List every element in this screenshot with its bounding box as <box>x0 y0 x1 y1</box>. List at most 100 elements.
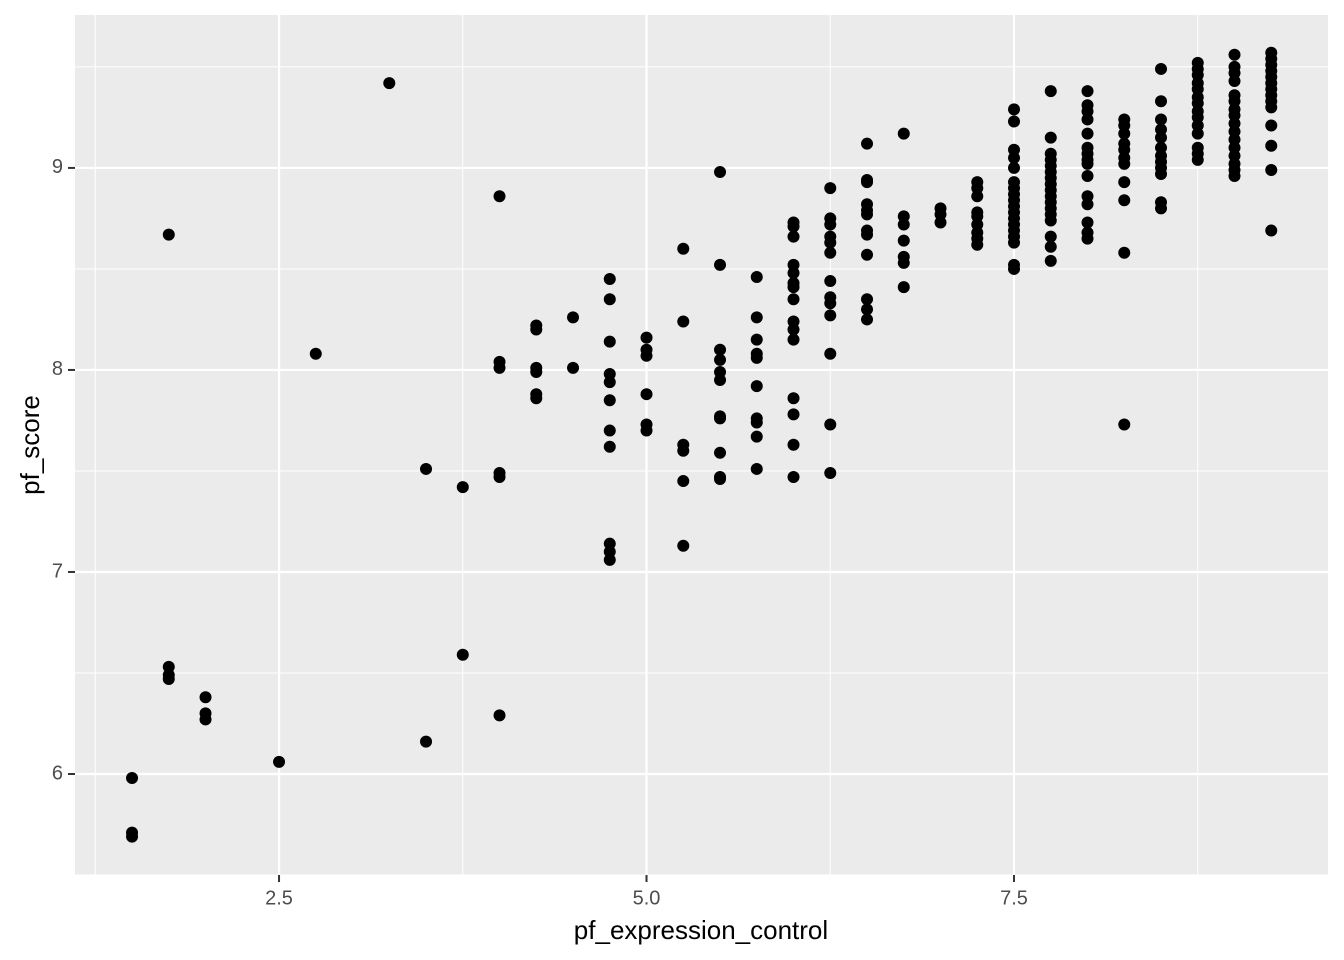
point <box>1228 170 1241 183</box>
point <box>1044 214 1057 227</box>
point <box>824 418 837 431</box>
point <box>1081 113 1094 126</box>
point <box>787 333 800 346</box>
point <box>750 380 763 393</box>
point <box>1155 202 1168 215</box>
point <box>1044 85 1057 98</box>
point <box>714 374 727 387</box>
point <box>1155 167 1168 180</box>
point <box>273 755 286 768</box>
point <box>861 137 874 150</box>
point <box>824 236 837 249</box>
point <box>1228 75 1241 88</box>
point <box>1118 176 1131 189</box>
point <box>530 323 543 336</box>
point <box>1081 85 1094 98</box>
point <box>603 553 616 566</box>
point <box>1008 151 1021 164</box>
point <box>861 176 874 189</box>
point <box>162 673 175 686</box>
point <box>750 271 763 284</box>
point <box>750 333 763 346</box>
point <box>787 392 800 405</box>
point <box>1118 157 1131 170</box>
point <box>493 709 506 722</box>
point <box>603 424 616 437</box>
point <box>824 182 837 195</box>
point <box>199 713 212 726</box>
point <box>493 190 506 203</box>
x-tick-label: 7.5 <box>1000 887 1028 909</box>
y-tick-label: 8 <box>52 358 63 380</box>
point <box>750 462 763 475</box>
point <box>861 303 874 316</box>
point <box>677 444 690 457</box>
point <box>1155 62 1168 75</box>
point <box>787 323 800 336</box>
point <box>714 353 727 366</box>
plot-panel <box>75 15 1328 875</box>
point <box>787 230 800 243</box>
x-tick-label: 2.5 <box>265 887 293 909</box>
point <box>1081 157 1094 170</box>
point <box>714 258 727 271</box>
point <box>787 220 800 233</box>
point <box>897 218 910 231</box>
point <box>567 311 580 324</box>
y-tick-label: 9 <box>52 156 63 178</box>
point <box>640 424 653 437</box>
point <box>493 471 506 484</box>
point <box>824 218 837 231</box>
point <box>787 438 800 451</box>
point <box>530 365 543 378</box>
point <box>897 281 910 294</box>
point <box>1008 161 1021 174</box>
point <box>126 772 139 785</box>
point <box>1155 95 1168 108</box>
point <box>530 392 543 405</box>
point <box>420 735 433 748</box>
point <box>1008 262 1021 275</box>
y-tick-label: 6 <box>52 762 63 784</box>
point <box>677 242 690 255</box>
point <box>567 361 580 374</box>
point <box>1044 254 1057 267</box>
point <box>861 313 874 326</box>
point <box>640 388 653 401</box>
point <box>640 349 653 362</box>
point <box>787 408 800 421</box>
point <box>309 347 322 360</box>
point <box>934 216 947 229</box>
point <box>824 246 837 259</box>
point <box>1081 216 1094 229</box>
point <box>971 190 984 203</box>
point <box>1228 48 1241 61</box>
point <box>824 275 837 288</box>
point <box>1044 230 1057 243</box>
point <box>861 208 874 221</box>
point <box>787 266 800 279</box>
point <box>787 293 800 306</box>
point <box>640 331 653 344</box>
point <box>199 691 212 704</box>
point <box>750 430 763 443</box>
point <box>861 228 874 241</box>
point <box>1265 163 1278 176</box>
y-tick-label: 7 <box>52 560 63 582</box>
point <box>677 475 690 488</box>
point <box>493 361 506 374</box>
point <box>897 234 910 247</box>
x-axis-title: pf_expression_control <box>574 915 828 945</box>
point <box>897 127 910 140</box>
point <box>1265 119 1278 132</box>
point <box>750 311 763 324</box>
point <box>824 347 837 360</box>
point <box>1265 101 1278 114</box>
point <box>677 315 690 328</box>
point <box>1008 236 1021 249</box>
point <box>456 648 469 661</box>
point <box>603 273 616 286</box>
point <box>1081 127 1094 140</box>
y-axis-title: pf_score <box>15 395 45 495</box>
